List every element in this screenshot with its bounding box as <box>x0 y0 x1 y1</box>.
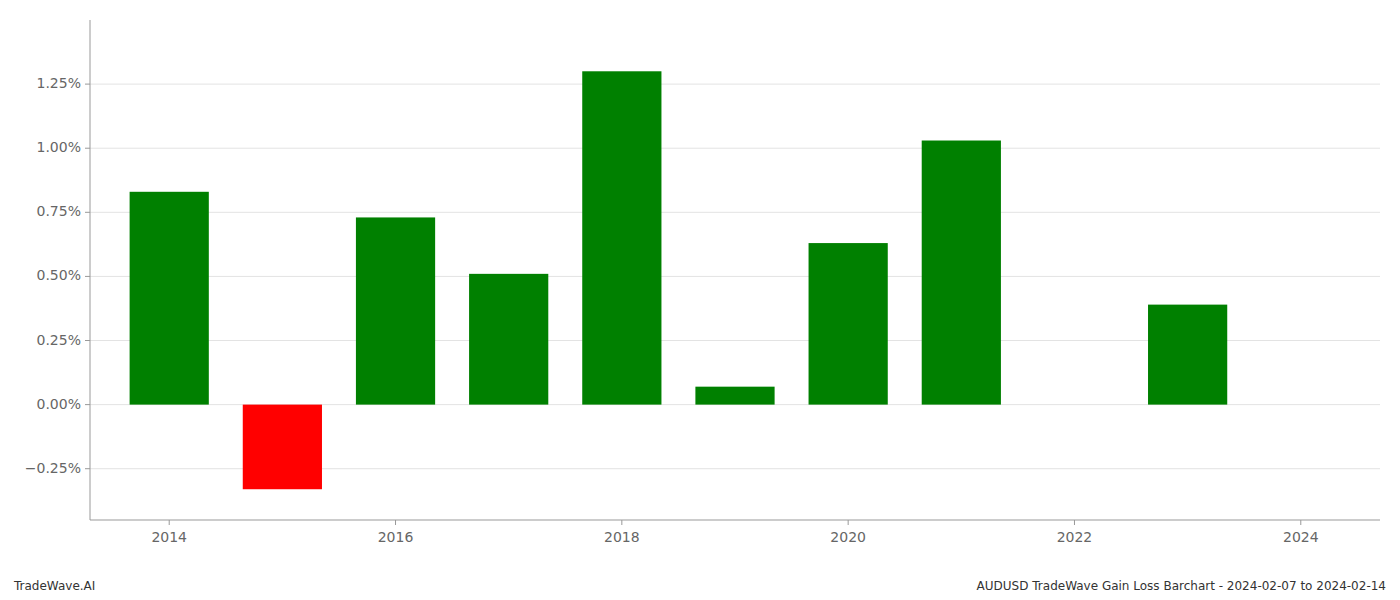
chart: −0.25% 0.00% 0.25% 0.50% 0.75% 1.00% 1.25% 2014… <box>0 0 1400 600</box>
y-tick-label: 0.00% <box>37 396 81 412</box>
x-tick-label: 2014 <box>151 529 187 545</box>
grid-line <box>90 84 1380 85</box>
bar <box>922 141 1001 405</box>
x-tick <box>1074 520 1075 525</box>
y-axis: −0.25% 0.00% 0.25% 0.50% 0.75% 1.00% 1.25% <box>25 20 90 520</box>
grid-line <box>90 148 1380 149</box>
bar <box>356 217 435 404</box>
y-axis-line <box>90 20 91 520</box>
y-tick-label: 0.75% <box>37 203 81 219</box>
footer-right: AUDUSD TradeWave Gain Loss Barchart - 20… <box>977 579 1386 593</box>
grid-line <box>90 212 1380 213</box>
y-tick <box>85 212 90 213</box>
x-tick-label: 2020 <box>830 529 866 545</box>
y-tick <box>85 276 90 277</box>
y-tick <box>85 340 90 341</box>
x-axis-line <box>90 520 1380 521</box>
x-tick <box>621 520 622 525</box>
bar <box>809 243 888 405</box>
footer-left: TradeWave.AI <box>13 579 95 593</box>
y-tick <box>85 404 90 405</box>
x-tick-label: 2022 <box>1057 529 1093 545</box>
y-tick <box>85 84 90 85</box>
bars <box>130 71 1228 489</box>
y-tick-label: 1.00% <box>37 139 81 155</box>
y-tick-label: 0.25% <box>37 332 81 348</box>
y-tick-label: 0.50% <box>37 267 81 283</box>
bar <box>1035 404 1114 405</box>
bar <box>1148 305 1227 405</box>
y-tick <box>85 148 90 149</box>
page: {"chart_data": { "type": "bar", "x": [20… <box>0 0 1400 600</box>
bar <box>130 192 209 405</box>
grid-line <box>90 276 1380 277</box>
x-tick <box>169 520 170 525</box>
y-tick-label: 1.25% <box>37 75 81 91</box>
x-tick <box>395 520 396 525</box>
x-tick <box>848 520 849 525</box>
x-tick <box>1300 520 1301 525</box>
x-axis: 2014 2016 2018 2020 2022 2024 <box>90 520 1380 545</box>
x-tick-label: 2018 <box>604 529 640 545</box>
x-tick-label: 2016 <box>378 529 414 545</box>
y-tick <box>85 468 90 469</box>
bar <box>582 71 661 404</box>
bar <box>469 274 548 405</box>
x-tick-label: 2024 <box>1283 529 1319 545</box>
bar <box>695 387 774 405</box>
y-tick-label: −0.25% <box>25 460 81 476</box>
bar <box>243 405 322 490</box>
footer: TradeWave.AI AUDUSD TradeWave Gain Loss B… <box>13 579 1386 593</box>
